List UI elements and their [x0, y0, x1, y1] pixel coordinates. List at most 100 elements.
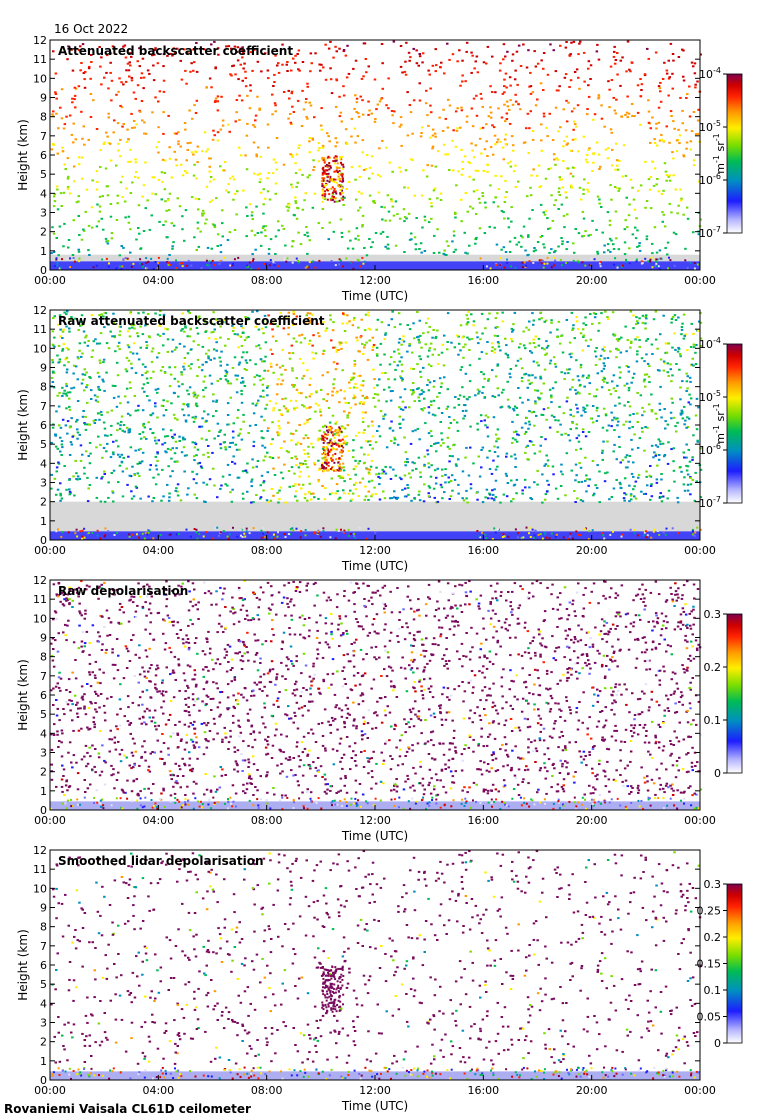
- data-pixel: [60, 88, 64, 91]
- data-pixel: [63, 222, 66, 225]
- data-pixel: [484, 424, 487, 427]
- data-pixel: [278, 409, 281, 412]
- data-pixel: [551, 387, 555, 390]
- data-pixel: [555, 157, 558, 160]
- data-pixel: [324, 190, 327, 193]
- data-pixel: [364, 411, 367, 414]
- data-pixel: [486, 163, 489, 166]
- data-pixel: [418, 399, 421, 402]
- data-pixel: [522, 536, 525, 539]
- data-pixel: [304, 101, 308, 104]
- data-pixel: [657, 438, 660, 441]
- data-pixel: [523, 432, 527, 435]
- data-pixel: [331, 192, 335, 195]
- data-pixel: [503, 78, 506, 81]
- data-pixel: [481, 105, 484, 108]
- data-pixel: [439, 66, 442, 68]
- data-pixel: [326, 433, 329, 436]
- data-pixel: [461, 497, 464, 500]
- data-pixel: [133, 126, 136, 129]
- data-pixel: [362, 169, 366, 171]
- data-pixel: [287, 311, 291, 314]
- data-pixel: [127, 221, 131, 224]
- data-pixel: [219, 487, 222, 490]
- data-pixel: [444, 468, 447, 471]
- data-pixel: [339, 157, 342, 160]
- data-pixel: [128, 335, 132, 338]
- data-pixel: [313, 496, 316, 499]
- data-pixel: [257, 399, 260, 402]
- data-pixel: [263, 369, 266, 372]
- data-pixel: [633, 115, 636, 118]
- data-pixel: [423, 455, 427, 458]
- data-pixel: [483, 419, 486, 422]
- data-pixel: [431, 145, 435, 148]
- data-pixel: [306, 117, 309, 120]
- data-pixel: [311, 138, 315, 141]
- data-pixel: [317, 149, 320, 152]
- data-pixel: [320, 180, 323, 183]
- data-pixel: [181, 312, 184, 315]
- data-pixel: [546, 479, 549, 482]
- data-pixel: [206, 264, 209, 266]
- data-pixel: [552, 473, 555, 476]
- data-pixel: [262, 225, 265, 228]
- data-pixel: [361, 214, 365, 217]
- data-pixel: [598, 358, 601, 361]
- data-pixel: [399, 45, 403, 47]
- data-pixel: [504, 251, 508, 253]
- data-pixel: [147, 495, 150, 498]
- data-pixel: [208, 429, 211, 432]
- data-pixel: [171, 54, 174, 57]
- data-pixel: [657, 190, 661, 193]
- data-pixel: [88, 442, 92, 444]
- data-pixel: [249, 84, 252, 87]
- data-pixel: [63, 389, 66, 392]
- data-pixel: [540, 123, 543, 126]
- data-pixel: [391, 429, 395, 432]
- data-pixel: [479, 338, 482, 341]
- data-pixel: [144, 267, 147, 270]
- data-pixel: [567, 167, 570, 170]
- data-pixel: [322, 196, 325, 199]
- data-pixel: [107, 142, 111, 144]
- data-pixel: [213, 224, 216, 227]
- data-pixel: [347, 402, 350, 404]
- data-pixel: [344, 54, 348, 57]
- data-pixel: [641, 406, 644, 409]
- y-tick-label: 11: [33, 53, 47, 66]
- data-pixel: [409, 111, 413, 114]
- data-pixel: [564, 46, 568, 49]
- data-pixel: [51, 226, 54, 229]
- data-pixel: [667, 175, 670, 178]
- data-pixel: [117, 90, 120, 93]
- data-pixel: [103, 141, 106, 144]
- data-pixel: [161, 468, 164, 471]
- data-pixel: [446, 445, 450, 448]
- data-pixel: [334, 197, 337, 200]
- data-pixel: [357, 209, 360, 212]
- data-pixel: [92, 99, 95, 102]
- data-pixel: [651, 242, 654, 245]
- data-pixel: [544, 353, 547, 356]
- data-pixel: [68, 478, 71, 481]
- data-pixel: [587, 67, 590, 70]
- data-pixel: [575, 423, 579, 426]
- data-pixel: [558, 342, 562, 345]
- data-pixel: [436, 329, 439, 332]
- data-pixel: [58, 314, 62, 317]
- data-pixel: [173, 150, 176, 153]
- data-pixel: [328, 427, 331, 430]
- data-pixel: [597, 415, 600, 418]
- data-pixel: [448, 416, 451, 418]
- data-pixel: [658, 369, 661, 372]
- data-pixel: [384, 219, 387, 222]
- data-pixel: [503, 138, 507, 141]
- data-pixel: [465, 314, 468, 317]
- data-pixel: [405, 217, 408, 220]
- data-pixel: [217, 534, 220, 537]
- data-pixel: [393, 110, 396, 113]
- data-pixel: [581, 375, 584, 378]
